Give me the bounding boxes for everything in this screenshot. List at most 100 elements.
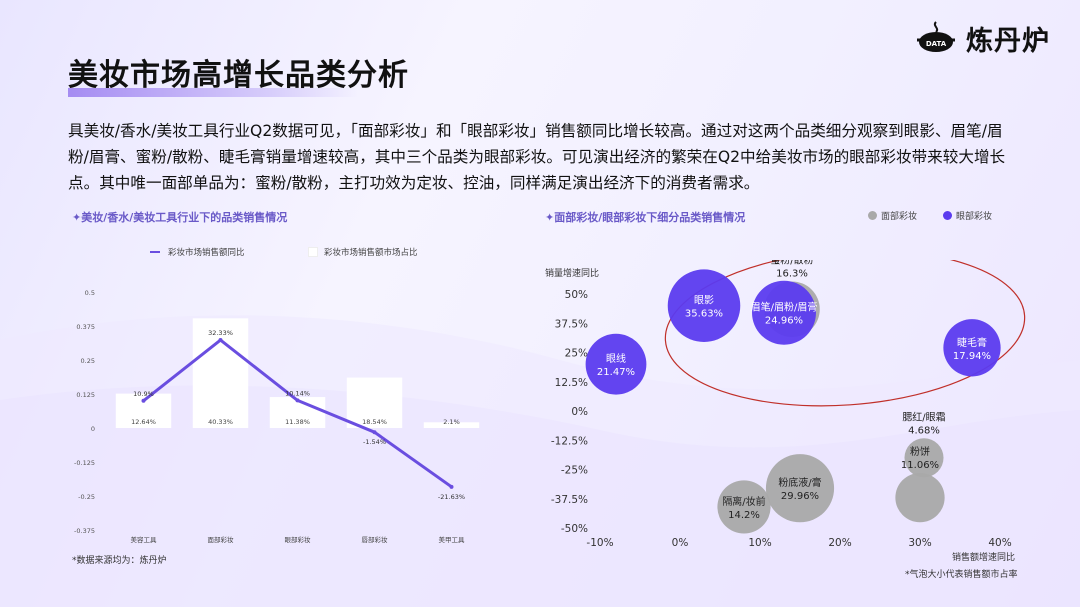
bubble-share-label: 21.47%: [597, 367, 635, 378]
line-point: [218, 338, 223, 343]
logo-badge: DATA: [926, 40, 947, 48]
legend-bar-swatch: [308, 247, 318, 257]
bar: [192, 318, 249, 428]
title-underline: [68, 88, 358, 97]
x-tick-label: 10%: [748, 537, 771, 549]
y-tick-label: 0: [91, 425, 95, 433]
x-tick-label: 面部彩妆: [208, 535, 235, 544]
left-legend-line: 彩妆市场销售额同比: [150, 246, 245, 258]
x-tick-label: 眼部彩妆: [285, 535, 312, 544]
y-axis-title: 销量增速同比: [545, 267, 599, 279]
x-tick-label: 美容工具: [131, 535, 158, 544]
bubble-share-label: 35.63%: [685, 309, 723, 320]
y-tick-label: 25%: [565, 348, 588, 360]
bubble: [765, 454, 835, 523]
legend-bar-label: 彩妆市场销售额市场占比: [324, 248, 418, 258]
line-data-label: 32.33%: [208, 329, 233, 337]
bubble-share-label: 11.06%: [901, 460, 939, 471]
legend-eye: 眼部彩妆: [943, 209, 992, 222]
left-legend-bar: 彩妆市场销售额市场占比: [308, 246, 418, 258]
y-tick-label: 0.125: [76, 391, 95, 399]
legend-eye-dot: [943, 211, 952, 220]
x-tick-label: 美甲工具: [439, 535, 466, 544]
bar-data-label: 2.1%: [443, 418, 460, 426]
y-tick-label: -25%: [561, 465, 588, 477]
legend-line-label: 彩妆市场销售额同比: [168, 248, 245, 258]
legend-face-dot: [868, 211, 877, 220]
bar-data-label: 40.33%: [208, 418, 233, 426]
y-tick-label: 0.25: [81, 357, 95, 365]
bubble-label: 隔离/妆前: [722, 495, 765, 508]
bubble-label: 眉笔/眉粉/眉膏: [751, 301, 818, 314]
line-point: [141, 398, 146, 403]
bubble: [585, 333, 647, 395]
cauldron-logo-icon: DATA: [917, 21, 955, 52]
bubble-share-label: 4.68%: [908, 425, 940, 436]
y-tick-label: -12.5%: [551, 435, 588, 447]
x-tick-label: 0%: [672, 537, 689, 549]
bubble: [895, 472, 945, 523]
y-tick-label: -0.125: [74, 459, 95, 467]
bubble: [717, 480, 771, 534]
bubble-label: 眼影: [694, 295, 714, 307]
page-title: 美妆市场高增长品类分析: [68, 58, 409, 93]
highlight-ellipse: [664, 260, 1026, 407]
bubble-share-label: 24.96%: [765, 316, 803, 327]
bar-data-label: 18.54%: [362, 418, 387, 426]
y-tick-label: 0.375: [76, 323, 95, 331]
line-point: [372, 430, 377, 435]
bar: [423, 422, 480, 428]
bubble: [667, 269, 741, 342]
line-point: [295, 398, 300, 403]
y-tick-label: 50%: [565, 289, 588, 301]
bubble-label: 腮红/眼霜: [902, 410, 945, 423]
bubble: [752, 280, 816, 345]
bubble-label: 眼线: [606, 352, 626, 365]
bubble-share-label: 17.94%: [953, 351, 991, 362]
line-data-label: -1.54%: [363, 438, 386, 446]
line-data-label: 10.14%: [285, 389, 310, 397]
logo-text: 炼丹炉: [966, 25, 1050, 57]
bar: [346, 377, 403, 428]
y-tick-label: 37.5%: [555, 318, 588, 330]
x-tick-label: 40%: [988, 537, 1011, 549]
legend-line-swatch: [150, 251, 160, 253]
left-chart-title: ✦美妆/香水/美妆工具行业下的品类销售情况: [72, 211, 288, 224]
y-tick-label: -37.5%: [551, 494, 588, 506]
bubble: [904, 438, 944, 478]
y-tick-label: 0%: [571, 406, 588, 418]
bubble-label: 粉底液/膏: [778, 476, 821, 489]
line-data-label: 10.9%: [133, 390, 154, 398]
legend-face: 面部彩妆: [868, 209, 917, 222]
bubble-label: 睫毛膏: [957, 336, 987, 349]
bubble: [943, 319, 1001, 377]
bar-data-label: 11.38%: [285, 418, 310, 426]
brand-logo: DATA 炼丹炉: [914, 18, 1050, 58]
y-tick-label: -0.375: [74, 527, 95, 535]
bar-data-label: 12.64%: [131, 418, 156, 426]
data-source-note: *数据来源均为：炼丹炉: [72, 556, 167, 566]
bubble-label: 粉饼: [910, 445, 930, 458]
bubble-share-label: 29.96%: [781, 491, 819, 502]
bubble-share-label: 16.3%: [776, 268, 808, 279]
right-chart-title: ✦面部彩妆/眼部彩妆下细分品类销售情况: [545, 211, 746, 224]
legend-eye-label: 眼部彩妆: [956, 212, 993, 222]
x-tick-label: 30%: [908, 537, 931, 549]
bubble-size-note: *气泡大小代表销售额市占率: [905, 570, 1018, 580]
y-tick-label: 12.5%: [555, 377, 588, 389]
legend-face-label: 面部彩妆: [881, 212, 918, 222]
bubble-label: 蜜粉/散粉: [770, 260, 813, 266]
category-sales-chart: 0.5 0.375 0.25 0.125 0 -0.125 -0.25 -0.375 12.64…: [74, 289, 480, 544]
x-tick-label: 唇部彩妆: [362, 535, 389, 544]
y-tick-label: -0.25: [78, 493, 95, 501]
x-axis-title: 销售额增速同比: [952, 551, 1015, 563]
x-tick-label: -10%: [586, 537, 613, 549]
line-data-label: -21.63%: [438, 493, 465, 501]
y-tick-label: -50%: [561, 523, 588, 535]
bubble-share-label: 14.2%: [728, 510, 760, 521]
y-tick-label: 0.5: [85, 289, 95, 297]
intro-paragraph: 具美妆/香水/美妆工具行业Q2数据可见，「面部彩妆」和「眼部彩妆」销售额同比增长…: [68, 122, 1006, 192]
line-point: [449, 484, 454, 489]
x-tick-label: 20%: [828, 537, 851, 549]
